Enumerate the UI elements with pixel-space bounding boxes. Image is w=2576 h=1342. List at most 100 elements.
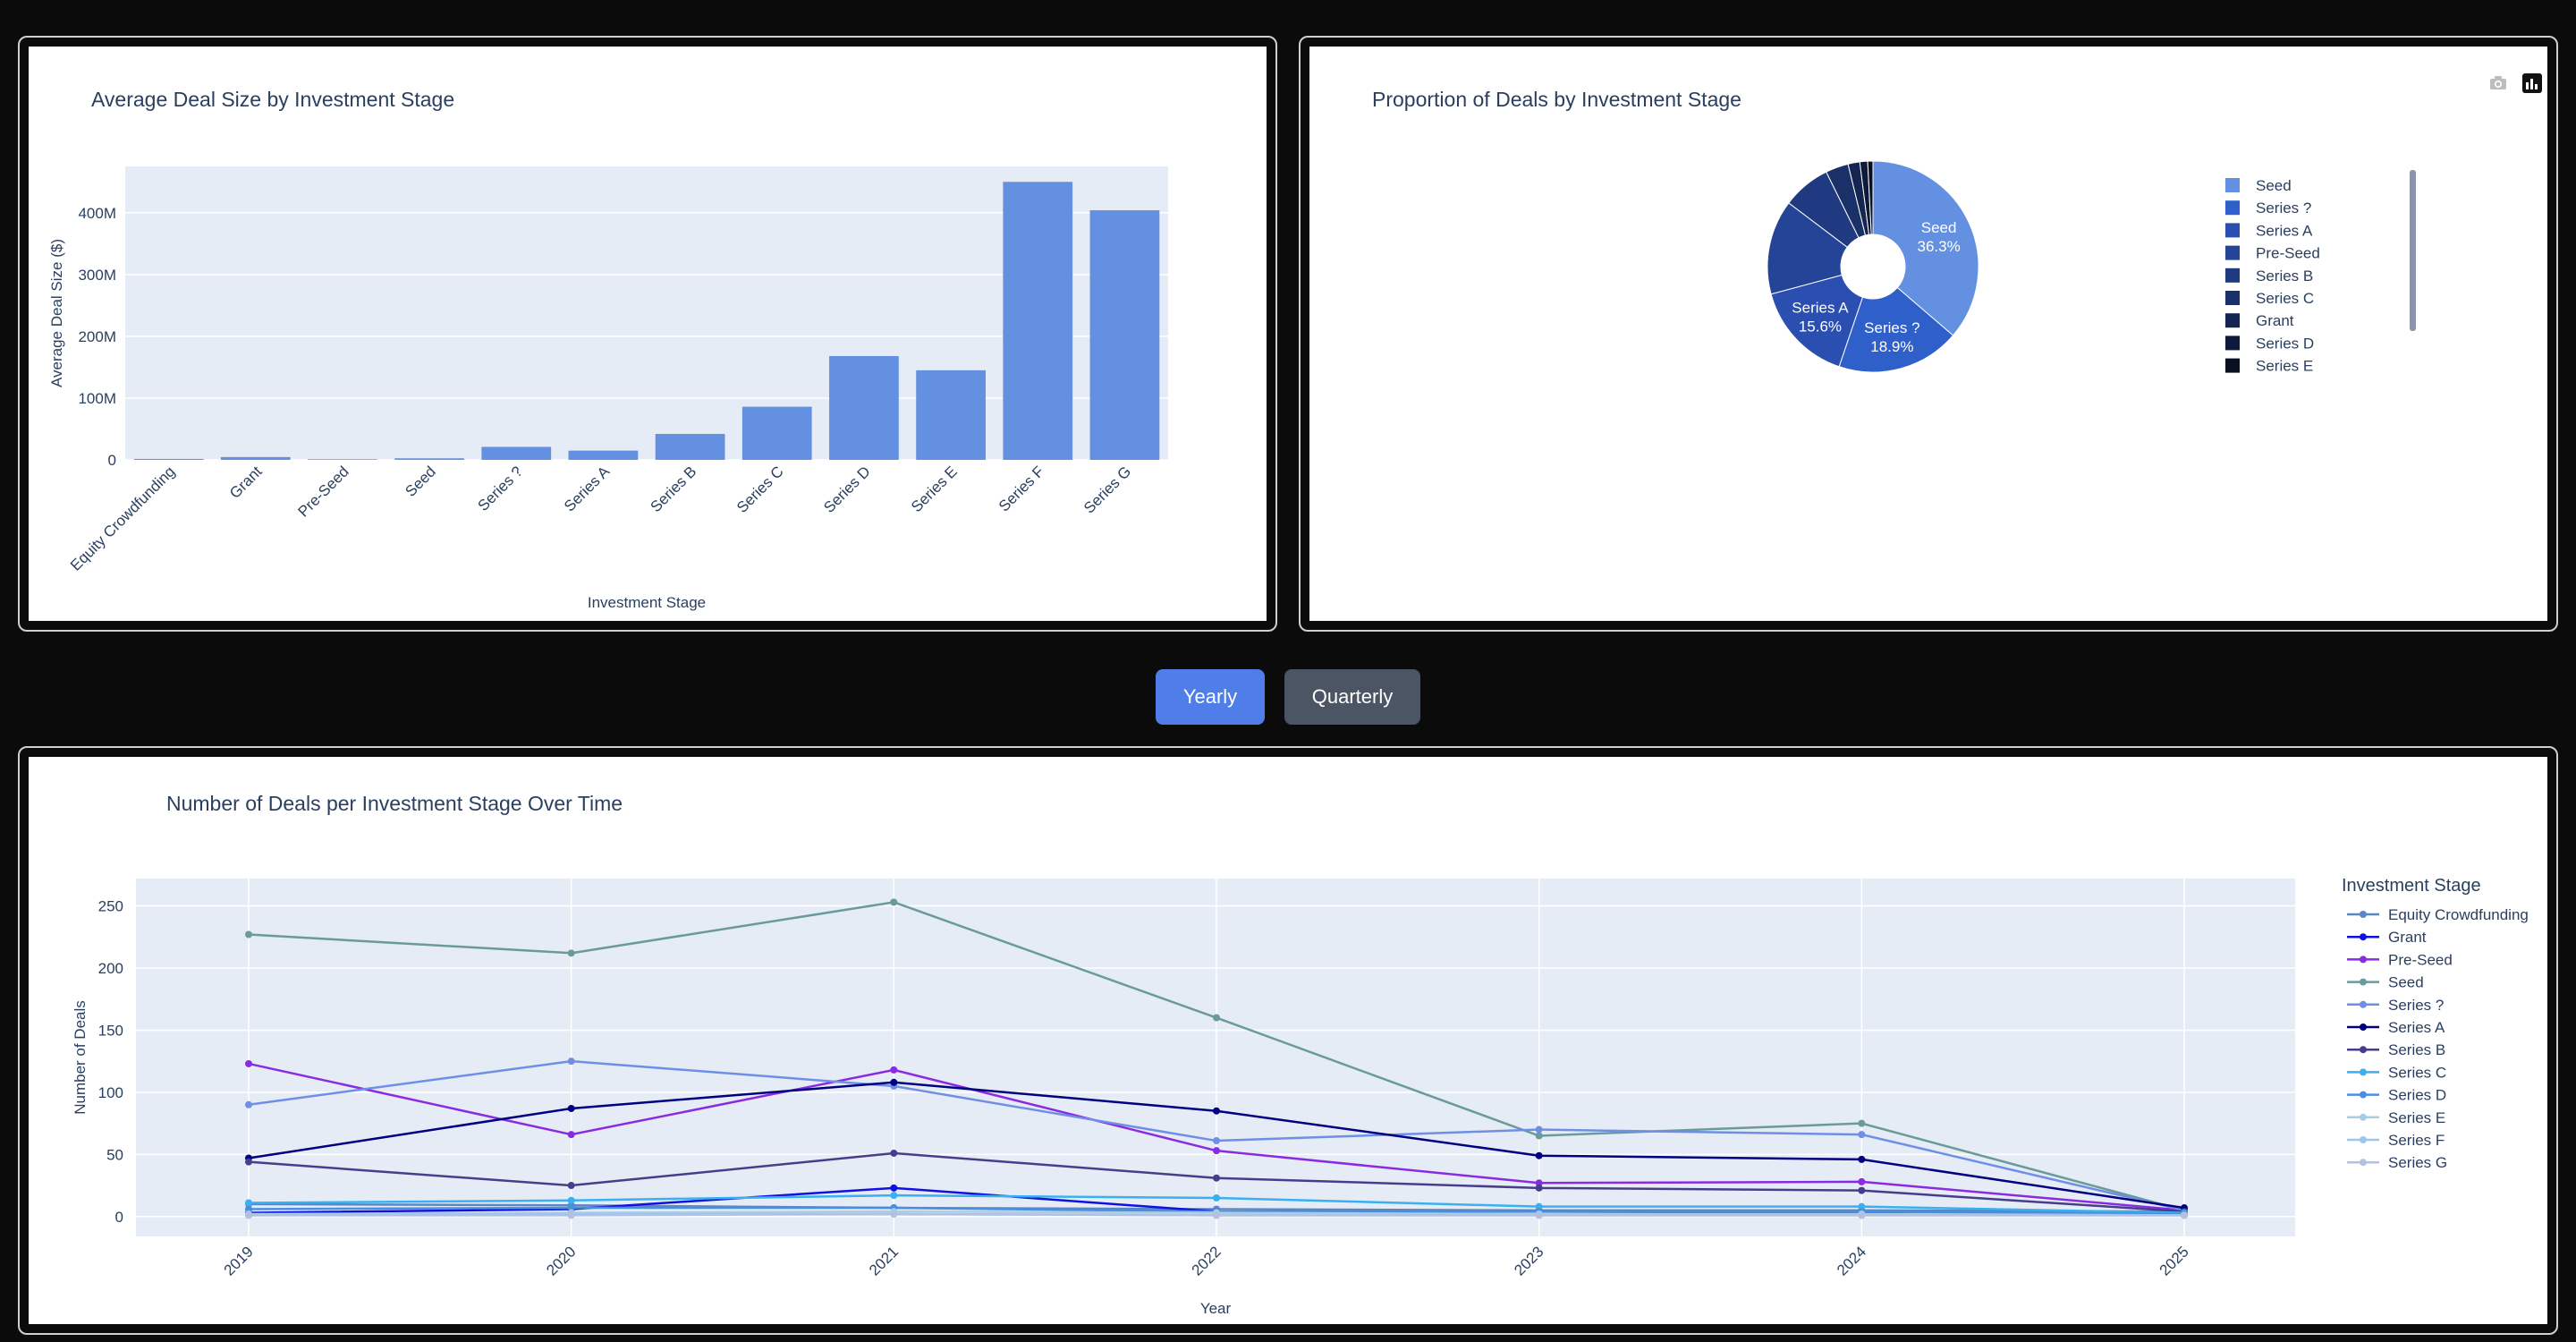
line-point	[245, 1211, 252, 1219]
pie-legend-label: Series B	[2256, 268, 2313, 285]
line-legend-title: Investment Stage	[2342, 876, 2481, 896]
line-point	[890, 1149, 898, 1157]
line-legend-marker	[2360, 956, 2367, 964]
bar-y-tick-label: 0	[108, 452, 116, 469]
line-point	[1858, 1186, 1866, 1194]
line-legend-marker	[2360, 933, 2367, 941]
pie-slice	[1770, 274, 1864, 368]
line-x-tick-label: 2020	[543, 1243, 579, 1278]
line-legend-marker	[2360, 911, 2367, 918]
bar	[481, 446, 552, 460]
pie-slice	[1867, 160, 1874, 235]
line-legend-label: Series C	[2388, 1064, 2446, 1081]
bar-x-tick-label: Grant	[226, 463, 266, 502]
pie-legend-swatch	[2225, 291, 2240, 305]
pie-legend-label: Series E	[2256, 358, 2313, 375]
line-point	[245, 1059, 252, 1067]
pie-slice	[1872, 160, 1979, 336]
bar-x-tick-label: Series C	[733, 463, 787, 516]
pie-chart-title: Proportion of Deals by Investment Stage	[1372, 88, 1741, 111]
line-chart: Number of Deals per Investment Stage Ove…	[72, 792, 2529, 1317]
plotly-logo-icon[interactable]	[2522, 73, 2542, 93]
line-point	[567, 1104, 575, 1112]
line-x-tick-label: 2019	[221, 1243, 257, 1278]
bar	[394, 458, 464, 460]
pie-legend-label: Seed	[2256, 177, 2292, 194]
bar	[655, 433, 725, 460]
line-legend-marker	[2360, 1068, 2367, 1076]
bar	[133, 458, 204, 460]
line-point	[1213, 1014, 1220, 1022]
line-x-tick-label: 2021	[866, 1243, 902, 1278]
line-legend-label: Series F	[2388, 1132, 2445, 1149]
line-point	[567, 1131, 575, 1139]
line-legend-label: Series E	[2388, 1109, 2445, 1126]
line-point	[1213, 1107, 1220, 1115]
pie-slice-label-line: Series ?	[1864, 319, 1919, 336]
line-chart-container: Number of Deals per Investment Stage Ove…	[29, 757, 2547, 1324]
line-y-tick-label: 0	[115, 1209, 123, 1226]
pie-slice-label-line: 18.9%	[1870, 338, 1913, 355]
line-point	[1858, 1177, 1866, 1185]
line-point	[1213, 1211, 1220, 1219]
line-y-tick-label: 250	[98, 898, 123, 915]
pie-chart-panel: Proportion of Deals by Investment Stage S…	[1299, 36, 2558, 632]
line-chart-title: Number of Deals per Investment Stage Ove…	[166, 792, 623, 815]
bar	[568, 450, 639, 460]
line-point	[1213, 1147, 1220, 1155]
pie-legend-swatch	[2225, 313, 2240, 328]
line-y-tick-label: 200	[98, 960, 123, 977]
pie-legend-label: Series ?	[2256, 200, 2311, 217]
line-point	[567, 1196, 575, 1204]
line-x-tick-label: 2024	[1834, 1243, 1869, 1278]
line-plot-background	[136, 879, 2295, 1236]
line-point	[2181, 1211, 2188, 1219]
line-legend-marker	[2360, 1136, 2367, 1143]
line-x-tick-label: 2022	[1189, 1243, 1224, 1278]
line-point	[245, 1199, 252, 1207]
pie-legend-label: Series C	[2256, 290, 2314, 307]
bar-y-axis-title: Average Deal Size ($)	[48, 239, 65, 387]
bar	[308, 459, 377, 460]
bar	[1089, 210, 1160, 460]
quarterly-button[interactable]: Quarterly	[1284, 669, 1420, 725]
line-legend-label: Equity Crowdfunding	[2388, 906, 2529, 923]
yearly-button[interactable]: Yearly	[1156, 669, 1265, 725]
line-point	[890, 1078, 898, 1086]
bar-chart-title: Average Deal Size by Investment Stage	[91, 88, 454, 111]
pie-legend-label: Series D	[2256, 335, 2314, 352]
line-x-tick-label: 2023	[1511, 1243, 1546, 1278]
pie-chart: Proportion of Deals by Investment Stage S…	[1372, 88, 2416, 375]
pie-slice	[1767, 202, 1848, 295]
line-legend-label: Series ?	[2388, 997, 2444, 1014]
bar	[916, 369, 986, 460]
line-point	[1213, 1137, 1220, 1145]
pie-legend-swatch	[2225, 358, 2240, 373]
bar	[220, 456, 291, 460]
line-point	[567, 1204, 575, 1212]
pie-legend-swatch	[2225, 336, 2240, 351]
camera-icon[interactable]	[2488, 73, 2508, 93]
line-point	[890, 1210, 898, 1218]
line-legend-marker	[2360, 1113, 2367, 1121]
line-legend-marker	[2360, 1023, 2367, 1031]
line-point	[1858, 1202, 1866, 1210]
line-point	[567, 1182, 575, 1190]
line-point	[1858, 1131, 1866, 1139]
bar-x-tick-label: Series B	[648, 463, 700, 515]
bar-x-tick-label: Series F	[996, 463, 1047, 514]
pie-slice-label: Seed 36.3%	[1918, 219, 1961, 255]
line-point	[567, 1211, 575, 1219]
line-legend-marker	[2360, 1091, 2367, 1099]
line-legend-label: Series D	[2388, 1087, 2446, 1104]
pie-legend-swatch	[2225, 245, 2240, 260]
bar-y-tick-label: 400M	[78, 205, 116, 222]
line-chart-panel: Number of Deals per Investment Stage Ove…	[18, 746, 2558, 1335]
line-point	[245, 1100, 252, 1108]
bar-x-tick-label: Series E	[908, 463, 961, 515]
line-legend-label: Grant	[2388, 929, 2427, 946]
pie-slice-label: Series ? 18.9%	[1864, 319, 1919, 355]
line-point	[1858, 1155, 1866, 1163]
line-y-tick-label: 150	[98, 1022, 123, 1039]
line-legend-marker	[2360, 1000, 2367, 1008]
